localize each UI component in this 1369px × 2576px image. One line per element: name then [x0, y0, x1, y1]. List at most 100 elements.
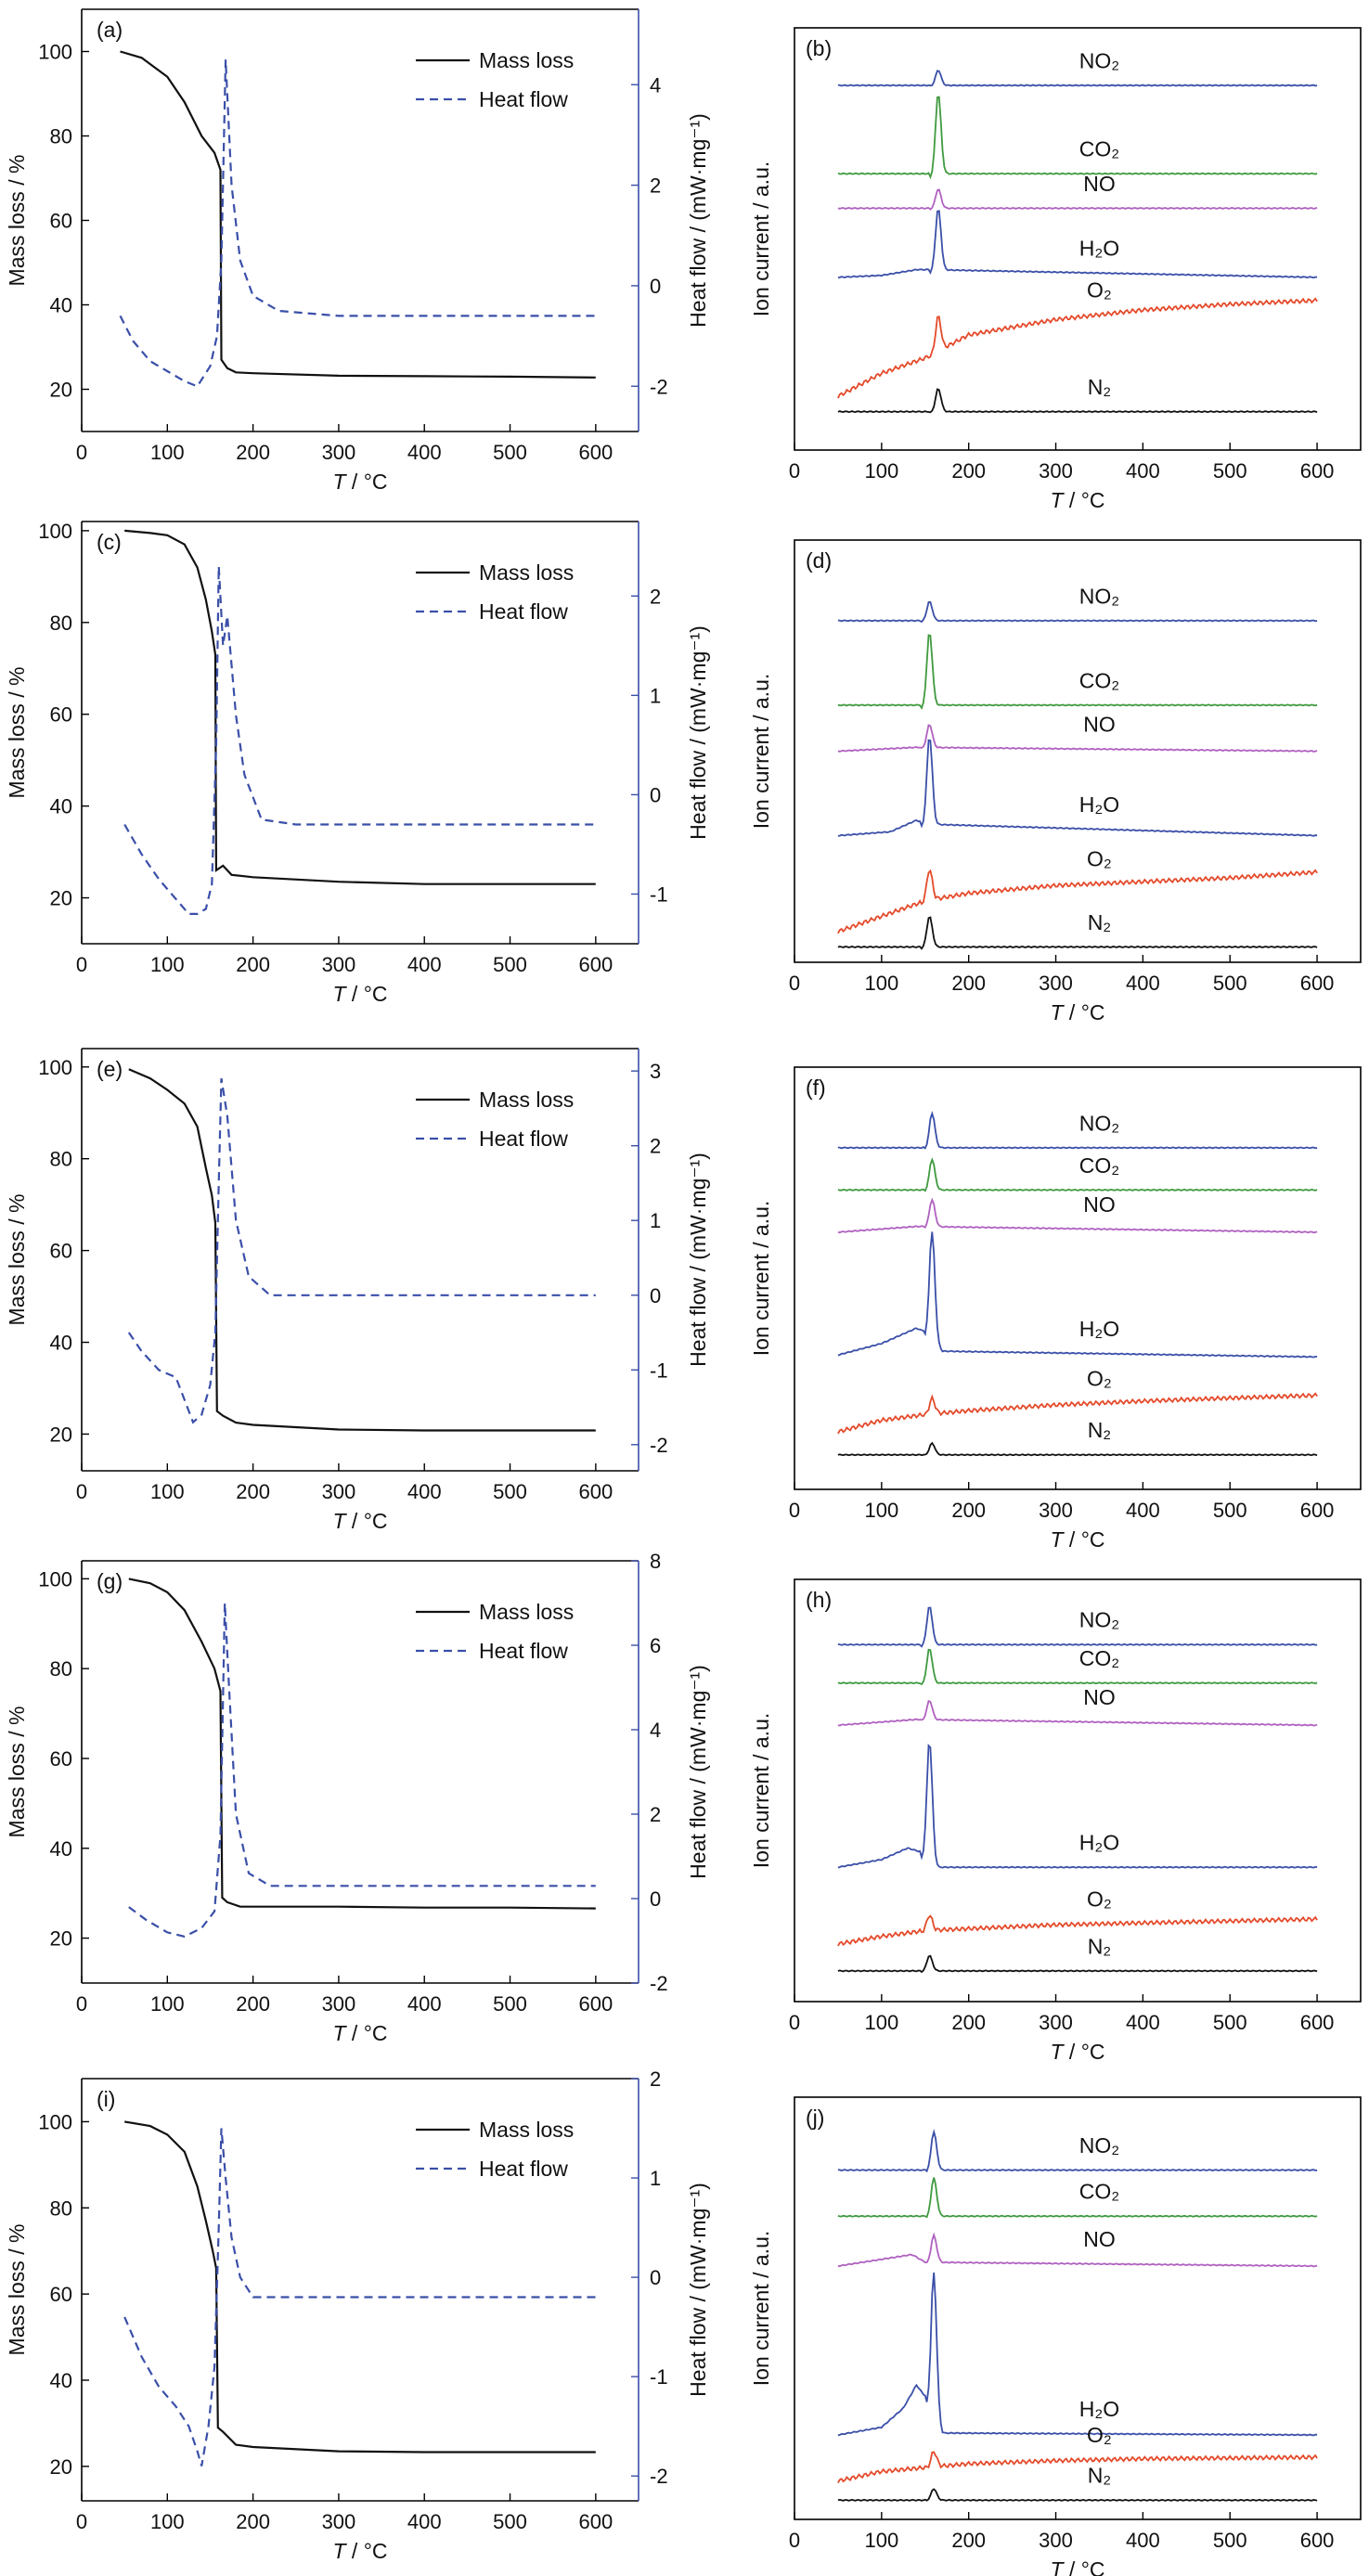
x-tick-label: 300 [1039, 1499, 1073, 1522]
x-axis-var: T [1050, 1527, 1065, 1552]
x-tick-label: 0 [789, 2011, 800, 2034]
ion-curve-4 [837, 1914, 1318, 1947]
x-tick-label: 600 [578, 953, 613, 976]
ion-curve-1 [837, 1157, 1318, 1192]
y-tick-label: 80 [50, 2196, 72, 2220]
y-axis-label: Mass loss / % [5, 667, 29, 799]
mass-loss-line [128, 1068, 596, 1432]
x-axis-label: T / °C [1050, 2557, 1104, 2576]
x-tick-label: 500 [1213, 972, 1247, 995]
x-tick-label: 500 [1213, 459, 1247, 483]
y-tick-label: 100 [38, 520, 72, 543]
x-axis-var: T [1050, 488, 1065, 512]
y-axis-label: Ion current / a.u. [749, 1713, 773, 1868]
ion-curve-1 [837, 634, 1318, 710]
x-tick-label: 500 [493, 953, 527, 976]
x-tick-label: 0 [76, 441, 87, 464]
x-tick-label: 0 [789, 2529, 800, 2552]
y-tick-label: 80 [50, 612, 72, 635]
gas-label: N₂ [1088, 1418, 1112, 1442]
x-axis-var: T [332, 2539, 347, 2563]
x-tick-label: 600 [1300, 459, 1335, 483]
gas-label: O₂ [1087, 1887, 1112, 1912]
heat-flow-line [123, 2128, 596, 2467]
y2-tick-label: 0 [650, 2266, 661, 2289]
x-axis-unit: / °C [1064, 488, 1105, 512]
mass-loss-line [124, 529, 596, 885]
legend-heat-label: Heat flow [479, 599, 568, 624]
gas-label: N₂ [1088, 910, 1112, 934]
x-axis-unit: / °C [1064, 1527, 1105, 1552]
x-tick-label: 600 [1300, 972, 1335, 995]
x-tick-label: 300 [322, 441, 356, 464]
plot-frame [794, 27, 1362, 451]
gas-label: O₂ [1087, 1366, 1112, 1390]
tg-chart-e: 0 100 200 300 400 500 600 20 40 60 80 100 -2 -1 0 1 2 3 T … [5, 1048, 710, 1533]
y2-tick-label: -2 [650, 375, 668, 398]
y-tick-label: 20 [50, 2455, 72, 2479]
panel-label: (i) [97, 2087, 115, 2111]
gas-label: NO₂ [1079, 2133, 1119, 2157]
x-tick-label: 0 [76, 953, 87, 976]
ion-curve-5 [837, 388, 1318, 414]
tg-chart-c: 0 100 200 300 400 500 600 20 40 60 80 100 -1 0 1 2 T / °… [5, 520, 710, 1006]
ion-curve-5 [837, 2488, 1318, 2502]
x-tick-label: 600 [578, 2510, 613, 2533]
y-tick-label: 100 [38, 41, 72, 64]
y2-tick-label: 2 [650, 174, 661, 198]
x-tick-label: 600 [1300, 2529, 1335, 2552]
x-axis-var: T [1050, 2557, 1065, 2576]
gas-label: H₂O [1079, 1317, 1119, 1341]
gas-label: NO₂ [1079, 1111, 1119, 1135]
gas-label: NO₂ [1079, 48, 1119, 72]
x-tick-label: 600 [578, 1480, 613, 1503]
y-tick-label: 40 [50, 1332, 72, 1355]
y-axis-label: Mass loss / % [5, 2224, 29, 2356]
ion-curve-2 [837, 1197, 1318, 1234]
x-tick-label: 100 [864, 1499, 898, 1522]
x-tick-label: 400 [1126, 459, 1160, 483]
gas-label: N₂ [1088, 1934, 1112, 1958]
x-tick-label: 0 [76, 2510, 87, 2533]
x-tick-label: 0 [76, 1480, 87, 1503]
x-axis-var: T [332, 470, 347, 494]
x-tick-label: 200 [951, 1499, 986, 1522]
panel-label: (h) [806, 1588, 832, 1612]
y2-tick-label: -1 [650, 1359, 668, 1382]
ion-curve-1 [837, 1648, 1318, 1686]
x-axis-unit: / °C [346, 982, 388, 1006]
ion-curve-2 [837, 188, 1318, 211]
x-tick-label: 200 [236, 2510, 270, 2533]
x-tick-label: 300 [1039, 2011, 1073, 2034]
ion-curve-4 [837, 1392, 1318, 1435]
ms-chart-h: 0 100 200 300 400 500 600 T / °C Ion current / a… [749, 1578, 1362, 2064]
x-tick-label: 500 [1213, 1499, 1247, 1522]
gas-label: CO₂ [1079, 1153, 1119, 1178]
legend-mass-label: Mass loss [479, 560, 574, 585]
ion-curve-5 [837, 1954, 1318, 1974]
x-tick-label: 200 [236, 441, 270, 464]
x-tick-label: 400 [1126, 2529, 1160, 2552]
gas-label: NO₂ [1079, 1608, 1119, 1632]
y-tick-label: 20 [50, 887, 72, 910]
y-tick-label: 40 [50, 1837, 72, 1861]
x-tick-label: 100 [864, 2529, 898, 2552]
ion-curve-1 [837, 96, 1318, 180]
x-tick-label: 200 [951, 2011, 986, 2034]
y-tick-label: 40 [50, 294, 72, 317]
x-tick-label: 300 [322, 2510, 356, 2533]
y2-tick-label: -2 [650, 1972, 668, 1995]
y-tick-label: 80 [50, 125, 72, 148]
x-tick-label: 600 [1300, 1499, 1335, 1522]
gas-label: H₂O [1079, 792, 1119, 817]
plot-frame [794, 2096, 1362, 2520]
x-axis-label: T / °C [1050, 2040, 1104, 2064]
heat-flow-line [123, 566, 596, 915]
x-axis-label: T / °C [1050, 488, 1104, 512]
y-tick-label: 60 [50, 703, 72, 727]
gas-label: NO [1083, 713, 1116, 737]
x-axis-label: T / °C [332, 982, 387, 1006]
x-axis-var: T [332, 1509, 347, 1533]
x-tick-label: 100 [864, 972, 898, 995]
